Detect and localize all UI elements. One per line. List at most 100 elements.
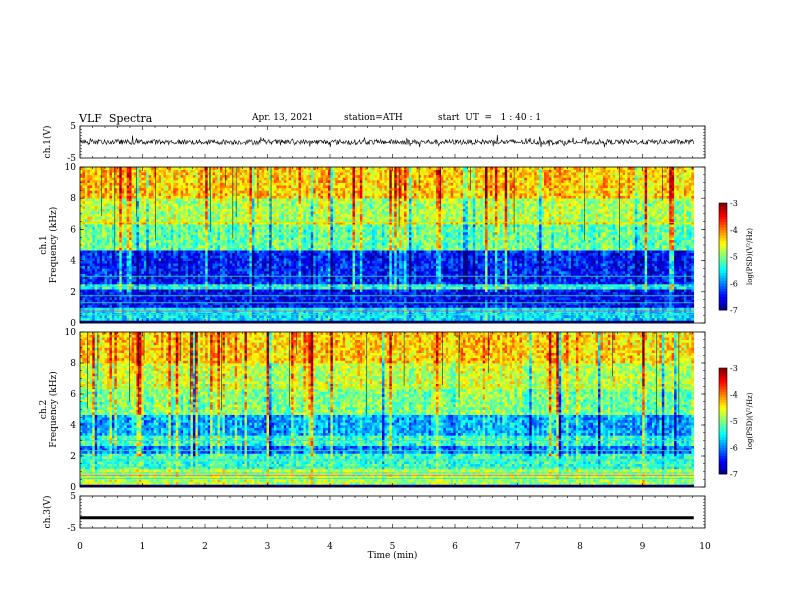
spectrogram-cell xyxy=(438,289,442,293)
spectrogram-cell xyxy=(531,315,535,319)
spectrogram-cell xyxy=(197,286,201,290)
spectrogram-cell xyxy=(629,297,633,300)
spectrogram-cell xyxy=(97,278,100,282)
spectrogram-cell xyxy=(310,286,314,290)
spectrogram-cell xyxy=(428,315,432,319)
spectrogram-cell xyxy=(303,276,307,280)
spectrogram-cell xyxy=(146,302,150,306)
spectrogram-cell xyxy=(116,278,120,282)
spectrogram-cell xyxy=(516,297,520,300)
spectrogram-cell xyxy=(431,291,434,295)
spectrogram-cell xyxy=(249,317,253,321)
spectrogram-cell xyxy=(264,276,267,280)
spectrogram-cell xyxy=(242,278,245,282)
spectrogram-cell xyxy=(408,304,412,308)
spectrogram-cell xyxy=(644,276,648,280)
spectrogram-cell xyxy=(426,289,429,293)
spectrogram-cell xyxy=(588,289,591,293)
spectrogram-cell xyxy=(514,320,518,324)
spectrogram-cell xyxy=(462,273,466,277)
spectrogram-cell xyxy=(310,276,314,280)
spectrogram-cell xyxy=(561,320,564,324)
spectrogram-cell xyxy=(296,299,299,303)
spectrogram-cell xyxy=(637,320,641,324)
spectrogram-cell xyxy=(399,286,402,290)
spectrogram-cell xyxy=(622,317,626,321)
spectrogram-cell xyxy=(450,320,454,324)
spectrogram-cell xyxy=(310,289,314,293)
spectrogram-cell xyxy=(686,276,690,280)
spectrogram-cell xyxy=(450,276,454,280)
spectrogram-cell xyxy=(674,320,677,324)
spectrogram-cell xyxy=(347,276,351,280)
spectrogram-cell xyxy=(347,317,351,321)
spectrogram-cell xyxy=(443,271,447,274)
spectrogram-cell xyxy=(394,304,397,308)
spectrogram-cell xyxy=(200,289,204,293)
spectrogram-cell xyxy=(80,297,83,300)
spectrogram-cell xyxy=(156,302,159,306)
spectrogram-cell xyxy=(462,291,466,295)
spectrogram-cell xyxy=(615,284,618,287)
spectrogram-cell xyxy=(634,286,638,290)
spectrogram-cell xyxy=(443,281,447,285)
spectrogram-cell xyxy=(679,278,682,282)
spectrogram-cell xyxy=(327,276,331,280)
spectrogram-cell xyxy=(246,271,250,274)
spectrogram-cell xyxy=(674,299,677,303)
spectrogram-cell xyxy=(590,286,594,290)
spectrogram-cell xyxy=(271,320,275,324)
spectrogram-cell xyxy=(485,276,488,280)
spectrogram-cell xyxy=(249,276,253,280)
spectrogram-cell xyxy=(318,273,321,277)
spectrogram-cell xyxy=(129,281,132,285)
spectrogram-cell xyxy=(163,317,167,321)
spectrogram-cell xyxy=(222,286,226,290)
spectrogram-cell xyxy=(212,291,216,295)
spectrogram-cell xyxy=(652,281,655,285)
spectrogram-cell xyxy=(475,271,478,274)
spectrogram-cell xyxy=(156,289,159,293)
spectrogram-cell xyxy=(408,281,412,285)
spectrogram-cell xyxy=(384,320,388,324)
spectrogram-cell xyxy=(323,286,326,290)
spectrogram-cell xyxy=(620,317,623,321)
spectrogram-cell xyxy=(173,297,177,300)
spectrogram-cell xyxy=(325,278,329,282)
spectrogram-cell xyxy=(531,286,535,290)
spectrogram-cell xyxy=(381,289,385,293)
spectrogram-cell xyxy=(342,315,346,319)
spectrogram-cell xyxy=(190,317,194,321)
spectrogram-cell xyxy=(652,273,655,277)
spectrogram-cell xyxy=(499,276,503,280)
spectrogram-cell xyxy=(536,278,540,282)
spectrogram-cell xyxy=(195,276,199,280)
spectrogram-cell xyxy=(462,299,466,303)
spectrogram-cell xyxy=(237,278,240,282)
spectrogram-cell xyxy=(531,281,535,285)
spectrogram-cell xyxy=(612,291,616,295)
spectrogram-cell xyxy=(293,278,297,282)
spectrogram-cell xyxy=(492,273,496,277)
spectrogram-cell xyxy=(423,291,427,295)
spectrogram-cell xyxy=(637,273,641,277)
spectrogram-cell xyxy=(691,286,695,290)
spectrogram-cell xyxy=(143,320,147,324)
spectrogram-cell xyxy=(335,302,339,306)
spectrogram-cell xyxy=(632,304,636,308)
spectrogram-cell xyxy=(197,302,201,306)
spectrogram-cell xyxy=(475,278,478,282)
spectrogram-cell xyxy=(340,291,343,295)
spectrogram-cell xyxy=(315,281,319,285)
spectrogram-cell xyxy=(622,315,626,319)
spectrogram-cell xyxy=(435,302,439,306)
spectrogram-cell xyxy=(686,304,690,308)
spectrogram-cell xyxy=(440,315,444,319)
spectrogram-cell xyxy=(435,289,439,293)
spectrogram-cell xyxy=(553,297,557,300)
spectrogram-cell xyxy=(391,320,395,324)
spectrogram-cell xyxy=(612,299,616,303)
spectrogram-cell xyxy=(411,315,415,319)
spectrogram-cell xyxy=(197,317,201,321)
